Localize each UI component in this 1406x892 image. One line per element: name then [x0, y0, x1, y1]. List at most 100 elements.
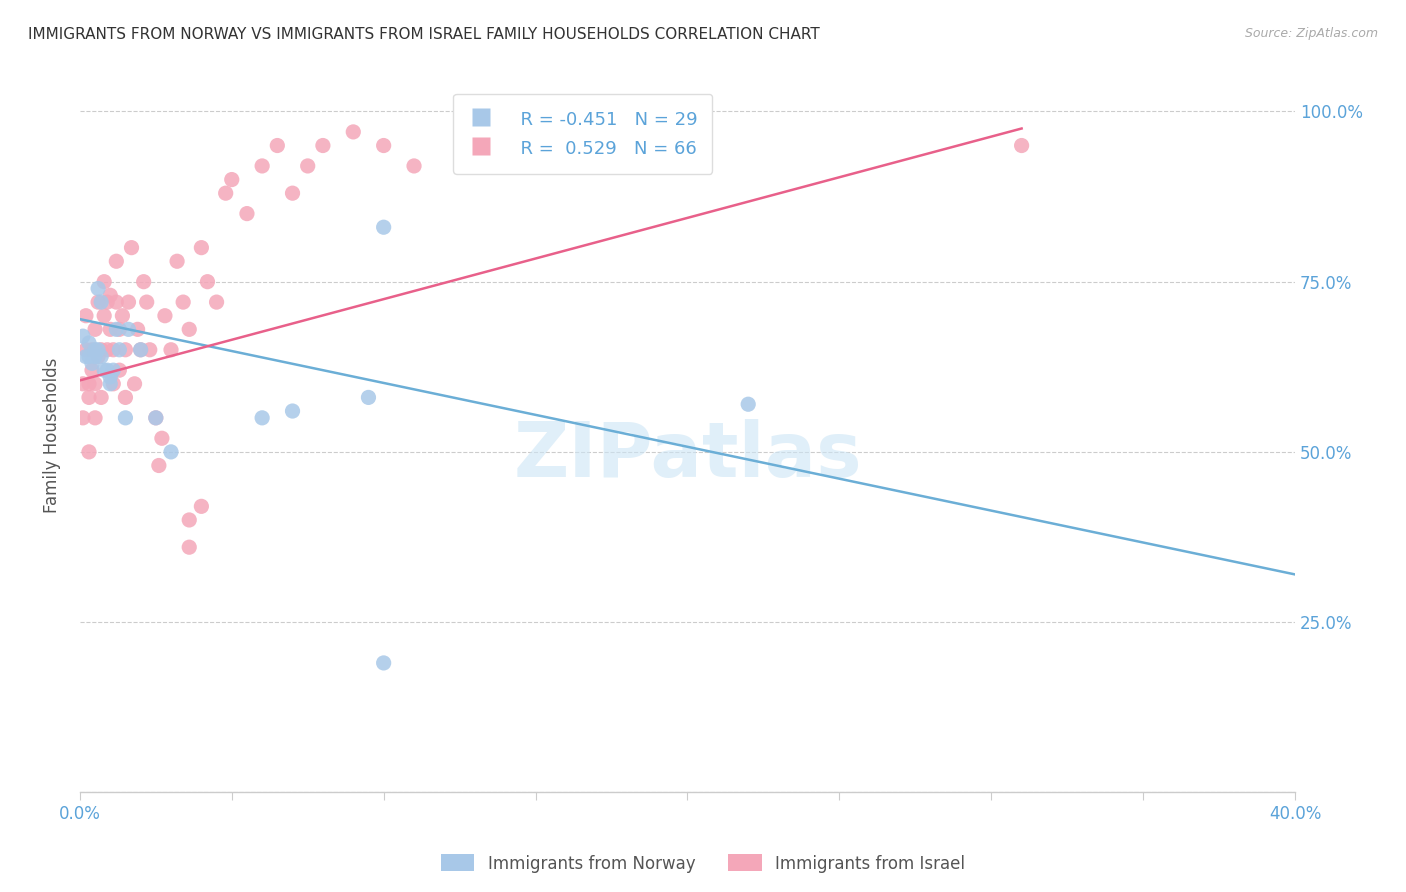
- Point: [132, 275, 155, 289]
- Point: [98, 322, 121, 336]
- Point: [166, 254, 188, 268]
- Point: [103, 363, 125, 377]
- Point: [87, 343, 110, 357]
- Point: [87, 281, 110, 295]
- Point: [373, 220, 395, 235]
- Point: [75, 309, 97, 323]
- Point: [103, 376, 125, 391]
- Y-axis label: Family Households: Family Households: [44, 357, 60, 513]
- Point: [135, 295, 157, 310]
- Point: [114, 410, 136, 425]
- Point: [179, 540, 201, 554]
- Point: [72, 329, 94, 343]
- Point: [266, 138, 288, 153]
- Point: [205, 295, 228, 310]
- Point: [108, 322, 131, 336]
- Point: [153, 309, 176, 323]
- Point: [129, 343, 152, 357]
- Point: [108, 343, 131, 357]
- Point: [190, 500, 212, 514]
- Point: [160, 343, 183, 357]
- Point: [117, 322, 139, 336]
- Point: [105, 322, 128, 336]
- Point: [77, 350, 100, 364]
- Point: [98, 288, 121, 302]
- Point: [98, 376, 121, 391]
- Point: [312, 138, 335, 153]
- Point: [215, 186, 238, 201]
- Point: [197, 275, 219, 289]
- Point: [77, 335, 100, 350]
- Point: [90, 391, 112, 405]
- Point: [87, 295, 110, 310]
- Point: [129, 343, 152, 357]
- Point: [145, 410, 167, 425]
- Text: IMMIGRANTS FROM NORWAY VS IMMIGRANTS FROM ISRAEL FAMILY HOUSEHOLDS CORRELATION C: IMMIGRANTS FROM NORWAY VS IMMIGRANTS FRO…: [28, 27, 820, 42]
- Point: [77, 445, 100, 459]
- Point: [90, 295, 112, 310]
- Point: [124, 376, 146, 391]
- Point: [72, 376, 94, 391]
- Point: [90, 343, 112, 357]
- Legend:   R = -0.451   N = 29,   R =  0.529   N = 66: R = -0.451 N = 29, R = 0.529 N = 66: [454, 94, 713, 174]
- Point: [77, 391, 100, 405]
- Point: [114, 343, 136, 357]
- Point: [93, 275, 115, 289]
- Point: [250, 159, 273, 173]
- Point: [373, 656, 395, 670]
- Point: [84, 322, 107, 336]
- Point: [464, 138, 486, 153]
- Point: [111, 309, 134, 323]
- Point: [737, 397, 759, 411]
- Point: [80, 356, 103, 370]
- Point: [103, 343, 125, 357]
- Point: [87, 350, 110, 364]
- Point: [373, 138, 395, 153]
- Point: [357, 391, 380, 405]
- Point: [105, 254, 128, 268]
- Text: ZIPatlas: ZIPatlas: [513, 419, 862, 493]
- Point: [297, 159, 319, 173]
- Text: Source: ZipAtlas.com: Source: ZipAtlas.com: [1244, 27, 1378, 40]
- Point: [221, 172, 243, 186]
- Point: [105, 295, 128, 310]
- Point: [127, 322, 149, 336]
- Point: [84, 376, 107, 391]
- Point: [1011, 138, 1033, 153]
- Point: [190, 241, 212, 255]
- Point: [114, 391, 136, 405]
- Point: [342, 125, 364, 139]
- Point: [84, 410, 107, 425]
- Point: [236, 206, 259, 220]
- Point: [80, 343, 103, 357]
- Point: [160, 445, 183, 459]
- Point: [98, 370, 121, 384]
- Point: [96, 295, 118, 310]
- Point: [117, 295, 139, 310]
- Point: [96, 363, 118, 377]
- Point: [250, 410, 273, 425]
- Point: [108, 363, 131, 377]
- Point: [179, 322, 201, 336]
- Legend: Immigrants from Norway, Immigrants from Israel: Immigrants from Norway, Immigrants from …: [434, 847, 972, 880]
- Point: [90, 350, 112, 364]
- Point: [281, 404, 304, 418]
- Point: [77, 376, 100, 391]
- Point: [139, 343, 162, 357]
- Point: [96, 343, 118, 357]
- Point: [172, 295, 194, 310]
- Point: [148, 458, 170, 473]
- Point: [402, 159, 425, 173]
- Point: [150, 431, 173, 445]
- Point: [72, 410, 94, 425]
- Point: [84, 343, 107, 357]
- Point: [93, 363, 115, 377]
- Point: [281, 186, 304, 201]
- Point: [80, 363, 103, 377]
- Point: [145, 410, 167, 425]
- Point: [93, 309, 115, 323]
- Point: [84, 350, 107, 364]
- Point: [75, 343, 97, 357]
- Point: [179, 513, 201, 527]
- Point: [121, 241, 143, 255]
